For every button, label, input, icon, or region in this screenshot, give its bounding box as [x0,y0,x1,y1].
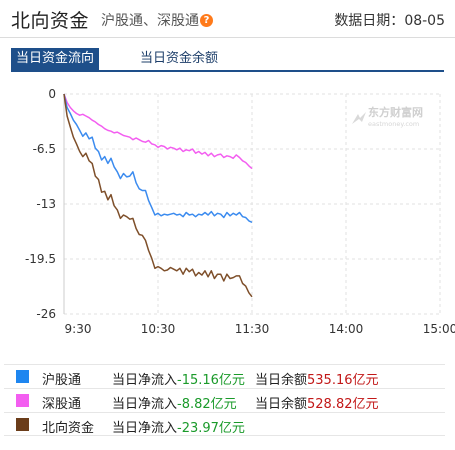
y-axis-ticks: 0 -6.5 -13 -19.5 -26 [25,87,56,321]
watermark-domain: eastmoney.com [368,120,419,128]
chart-grid [63,93,441,315]
subtitle-text: 沪股通、深股通 [101,13,199,29]
flow-chart: 0 -6.5 -13 -19.5 -26 9:30 10:30 11:30 14:00 15:0… [25,87,455,336]
watermark-brand: 东方财富网 [368,105,423,119]
tab-daily-balance[interactable]: 当日资金余额 [140,51,219,66]
data-date-value: 08-05 [404,13,445,29]
balance-value: 528.82亿元 [307,397,379,412]
legend-flow-sz: 当日净流入-8.82亿元 [112,393,237,412]
help-icon[interactable]: ? [200,14,213,27]
data-date: 数据日期：08-05 [334,10,445,30]
tab-bar: 当日资金流向 当日资金余额 [11,48,444,72]
flow-label: 当日净流入 [112,373,178,388]
legend-row-sh: 沪股通 当日净流入-15.16亿元 当日余额535.16亿元 [4,364,445,388]
legend-name-sz: 深股通 [42,397,82,412]
balance-value: 535.16亿元 [307,373,379,388]
legend-flow-north: 当日净流入-23.97亿元 [112,417,245,436]
flow-label: 当日净流入 [112,421,178,436]
legend-row-sz: 深股通 当日净流入-8.82亿元 当日余额528.82亿元 [4,388,445,412]
series-line [63,93,253,298]
flow-value: -23.97亿元 [177,421,245,436]
legend-name-sh: 沪股通 [42,373,82,388]
legend-swatch-sz [16,394,29,407]
watermark: 东方财富网 eastmoney.com [352,105,423,128]
x-tick-label: 10:30 [141,322,176,336]
y-tick-label: 0 [48,87,56,101]
flow-value: -8.82亿元 [177,397,237,412]
x-tick-label: 9:30 [65,322,92,336]
flow-value: -15.16亿元 [177,373,245,388]
legend-row-north: 北向资金 当日净流入-23.97亿元 [4,412,445,436]
flow-label: 当日净流入 [112,397,178,412]
page-subtitle: 沪股通、深股通? [101,10,213,30]
y-tick-label: -26 [36,307,56,321]
y-tick-label: -19.5 [25,252,56,266]
legend-swatch-north [16,418,29,431]
legend-balance-sh: 当日余额535.16亿元 [255,369,379,388]
tab-daily-flow[interactable]: 当日资金流向 [11,48,100,70]
legend-flow-sh: 当日净流入-15.16亿元 [112,369,245,388]
y-tick-label: -6.5 [33,142,56,156]
x-tick-label: 14:00 [329,322,364,336]
balance-label: 当日余额 [255,397,308,412]
y-tick-label: -13 [36,197,56,211]
data-date-label: 数据日期： [334,13,405,29]
series-line [63,93,253,223]
x-tick-label: 15:00 [423,322,455,336]
legend-table: 沪股通 当日净流入-15.16亿元 当日余额535.16亿元 深股通 当日净流入… [4,364,445,436]
header: 北向资金 沪股通、深股通? 数据日期：08-05 [0,0,455,38]
legend-swatch-sh [16,370,29,383]
eastmoney-logo-icon [352,112,366,124]
series-lines [63,93,253,298]
series-line [63,93,253,170]
legend-balance-sz: 当日余额528.82亿元 [255,393,379,412]
x-axis-ticks: 9:30 10:30 11:30 14:00 15:00 [65,322,455,336]
legend-name-north: 北向资金 [42,421,95,436]
x-tick-label: 11:30 [235,322,270,336]
page-title: 北向资金 [11,10,90,32]
balance-label: 当日余额 [255,373,308,388]
